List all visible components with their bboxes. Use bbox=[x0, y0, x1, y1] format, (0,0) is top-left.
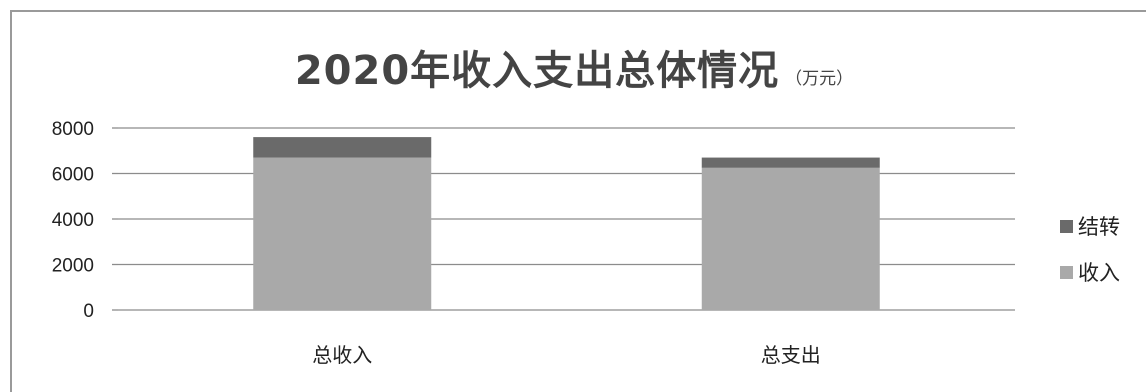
y-tick-label-0: 0 bbox=[83, 301, 94, 322]
legend-label-结转: 结转 bbox=[1078, 215, 1120, 239]
legend-item-结转: 结转 bbox=[1060, 212, 1120, 240]
bar-收入-总收入 bbox=[253, 157, 432, 310]
y-tick-label-6000: 6000 bbox=[52, 165, 94, 186]
chart-title: 2020年收入支出总体情况 （万元） bbox=[0, 38, 1148, 96]
x-category-label-0: 总收入 bbox=[312, 343, 372, 367]
legend-item-收入: 收入 bbox=[1060, 258, 1120, 286]
chart-title-main: 2020年收入支出总体情况 bbox=[294, 48, 780, 94]
legend-swatch-结转 bbox=[1060, 219, 1073, 233]
bar-结转-总收入 bbox=[253, 137, 432, 158]
x-category-label-1: 总支出 bbox=[761, 343, 821, 367]
chart-legend: 结转 收入 bbox=[1060, 212, 1120, 304]
bar-结转-总支出 bbox=[701, 157, 880, 168]
chart-frame bbox=[10, 10, 1146, 392]
bar-收入-总支出 bbox=[701, 167, 880, 310]
chart-title-unit: （万元） bbox=[785, 69, 854, 89]
legend-swatch-收入 bbox=[1060, 265, 1073, 279]
legend-label-收入: 收入 bbox=[1078, 261, 1120, 285]
y-tick-label-2000: 2000 bbox=[52, 256, 94, 277]
y-tick-label-8000: 8000 bbox=[52, 119, 94, 140]
y-tick-label-4000: 4000 bbox=[52, 210, 94, 231]
